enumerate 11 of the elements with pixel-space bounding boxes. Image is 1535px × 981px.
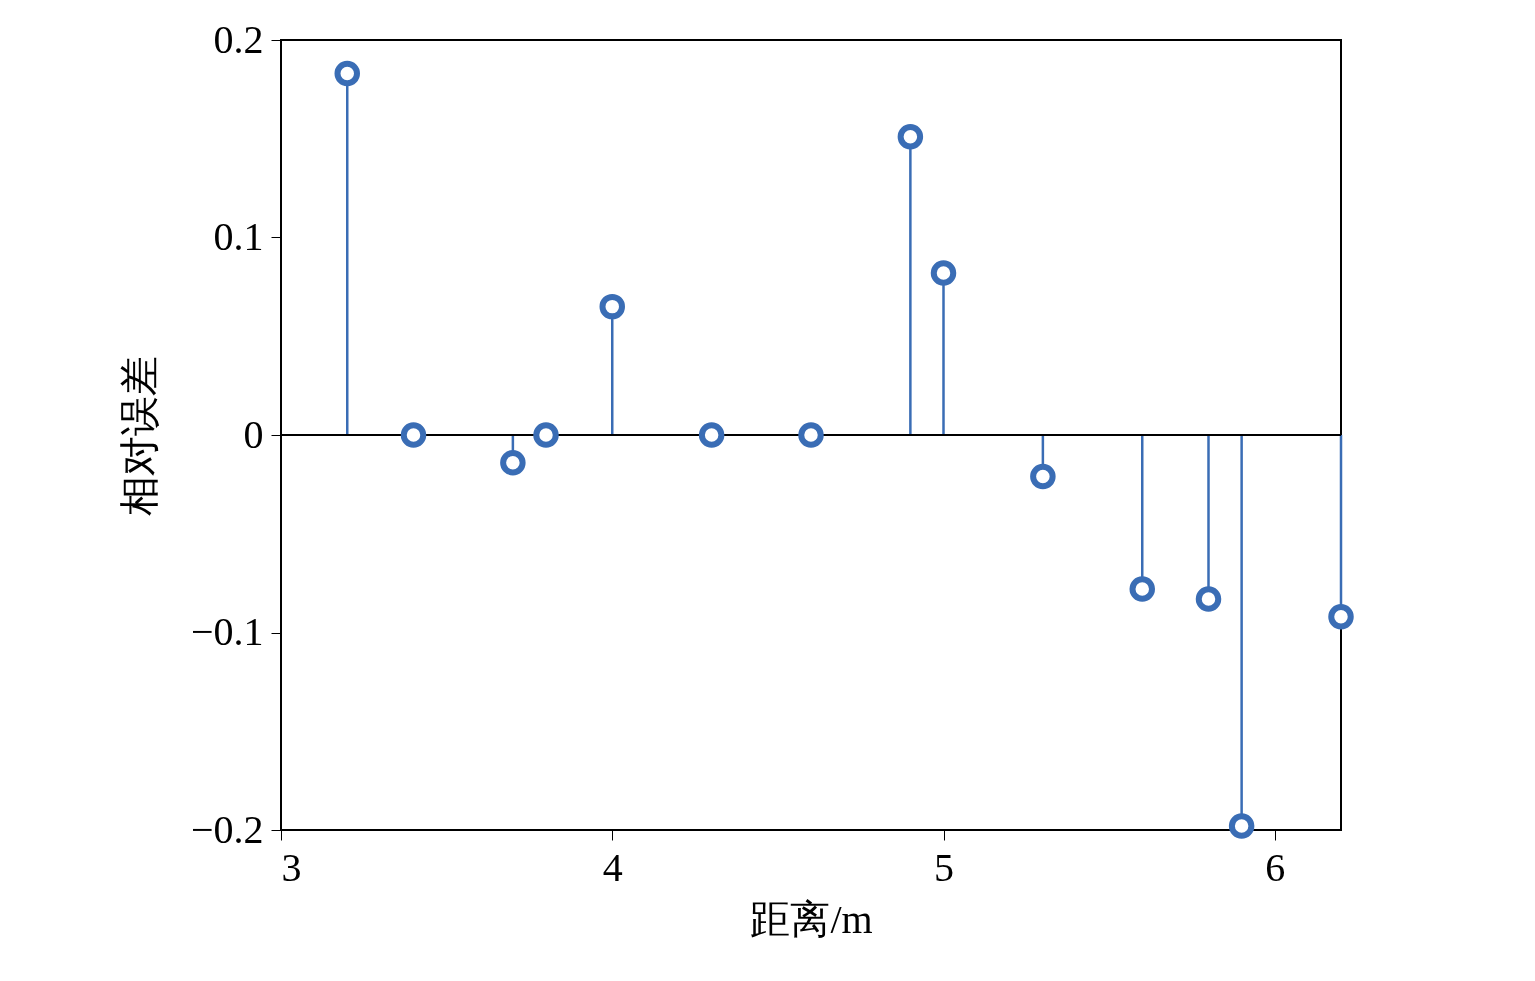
x-tick-label: 4: [602, 844, 623, 890]
y-tick-label: 0: [243, 411, 264, 457]
y-tick-label: −0.1: [190, 609, 264, 654]
y-axis-title: 相对误差: [116, 355, 162, 516]
x-tick-label: 3: [281, 844, 302, 890]
y-tick-label: −0.2: [190, 806, 264, 852]
x-tick-label: 6: [1265, 844, 1286, 890]
y-tick-label: 0.2: [213, 16, 264, 62]
x-axis-title: 距离/m: [750, 896, 873, 942]
y-tick-label: 0.1: [213, 214, 264, 259]
x-tick-label: 5: [934, 844, 954, 890]
